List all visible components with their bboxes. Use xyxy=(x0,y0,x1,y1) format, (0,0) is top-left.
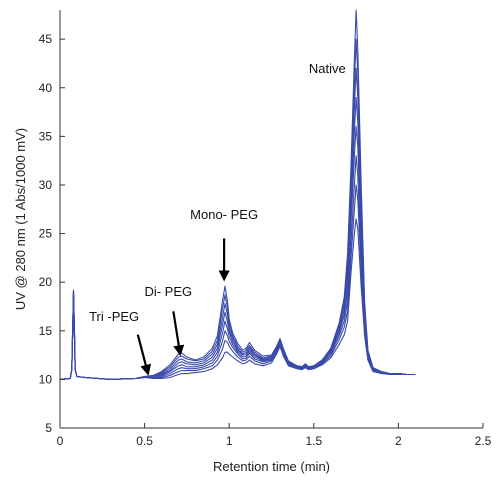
y-tick-label: 25 xyxy=(39,227,53,241)
y-tick-label: 10 xyxy=(39,372,53,386)
y-tick-label: 40 xyxy=(39,81,53,95)
annotation-label: Di- PEG xyxy=(144,284,192,299)
series-line-3 xyxy=(59,67,416,380)
annotation-arrow xyxy=(136,334,152,376)
y-tick-label: 35 xyxy=(39,129,53,143)
y-axis-label: UV @ 280 nm (1 Abs/1000 mV) xyxy=(13,128,28,310)
x-tick-label: 0.5 xyxy=(136,434,153,448)
annotation-label: Tri -PEG xyxy=(89,309,139,324)
x-tick-label: 0 xyxy=(57,434,64,448)
x-tick-label: 2 xyxy=(395,434,402,448)
x-axis-label: Retention time (min) xyxy=(213,459,330,474)
series-line-4 xyxy=(59,96,416,380)
y-tick-label: 15 xyxy=(39,324,53,338)
x-tick-label: 2.5 xyxy=(475,434,492,448)
y-ticks: 5 10 15 20 25 30 35 40 45 xyxy=(39,32,65,435)
x-ticks: 0 0.5 1 1.5 2 2.5 xyxy=(57,423,492,448)
y-tick-label: 30 xyxy=(39,178,53,192)
y-tick-label: 45 xyxy=(39,32,53,46)
y-tick-label: 5 xyxy=(45,421,52,435)
y-tick-label: 20 xyxy=(39,275,53,289)
x-tick-label: 1 xyxy=(226,434,233,448)
annotation-label: Mono- PEG xyxy=(190,207,258,222)
chart-annotations: Native Mono- PEG Di- PEG Tri -PEG xyxy=(89,61,346,376)
annotation-arrow xyxy=(172,311,185,357)
x-tick-label: 1.5 xyxy=(305,434,322,448)
series-line-8 xyxy=(59,218,416,380)
chart-series-group xyxy=(59,9,416,380)
chart-axes: 0 0.5 1 1.5 2 2.5 5 10 15 20 25 30 35 40 45 xyxy=(39,10,492,448)
annotation-label: Native xyxy=(309,61,346,76)
series-line-5 xyxy=(59,126,416,380)
